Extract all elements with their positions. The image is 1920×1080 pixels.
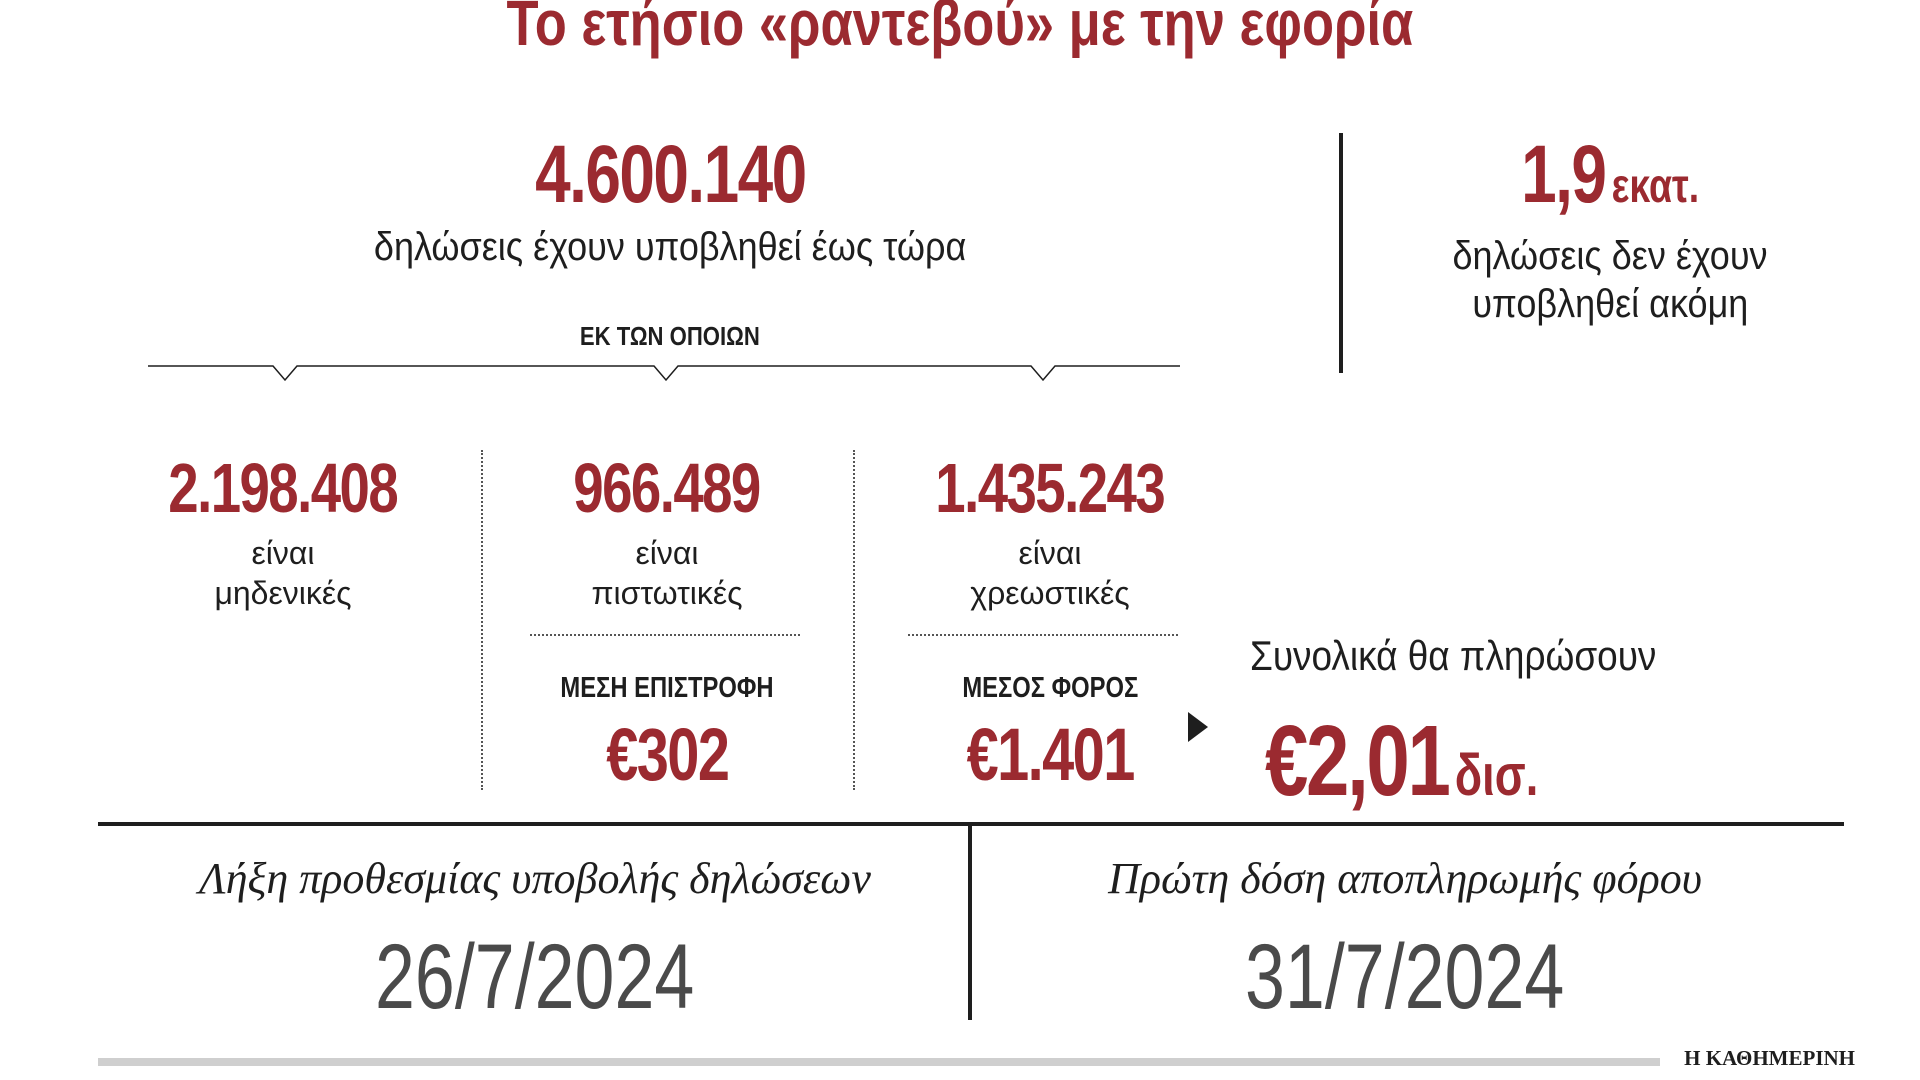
debit-returns-label: είναι χρεωστικές — [970, 535, 1130, 611]
credit-returns-value: 966.489 — [573, 449, 762, 527]
total-pay-value: €2,01 δισ. — [1265, 704, 1615, 819]
credit-returns-label: είναι πιστωτικές — [591, 535, 743, 611]
deadline-date: 26/7/2024 — [375, 926, 695, 1028]
total-pay-label: Συνολικά θα πληρώσουν — [1250, 632, 1657, 679]
publisher-name: Η ΚΑΘΗΜΕΡΙΝΗ — [1684, 1046, 1855, 1070]
column-divider — [481, 450, 483, 790]
column-divider — [853, 450, 855, 790]
deadline-label: Λήξη προθεσμίας υποβολής δηλώσεων — [199, 854, 871, 903]
pending-caption-line1: δηλώσεις δεν έχουν — [1452, 234, 1768, 278]
arrow-right-icon — [1188, 712, 1208, 742]
refund-separator — [530, 634, 800, 636]
tax-separator — [908, 634, 1178, 636]
footer-bar — [98, 1058, 1660, 1066]
total-pay-number: €2,01 — [1265, 705, 1451, 817]
pending-value: 1,9 εκατ. — [1370, 128, 1850, 222]
pending-number: 1,9 — [1520, 129, 1607, 220]
top-divider — [1339, 133, 1343, 373]
average-refund-label: ΜΕΣΗ ΕΠΙΣΤΡΟΦΗ — [560, 672, 774, 704]
total-filed-caption: δηλώσεις έχουν υποβληθεί έως τώρα — [373, 225, 967, 269]
total-filed-value: 4.600.140 — [534, 129, 807, 220]
zero-returns-value: 2.198.408 — [168, 449, 399, 527]
average-tax-label: ΜΕΣΟΣ ΦΟΡΟΣ — [962, 672, 1138, 704]
average-refund-value: €302 — [605, 713, 730, 796]
total-pay-unit: δισ. — [1454, 743, 1539, 808]
first-installment-date: 31/7/2024 — [1245, 926, 1565, 1028]
average-tax-value: €1.401 — [966, 713, 1135, 796]
breakdown-bracket — [148, 365, 1180, 382]
debit-returns-value: 1.435.243 — [935, 449, 1166, 527]
first-installment-label: Πρώτη δόση αποπληρωμής φόρου — [1108, 854, 1702, 903]
pending-caption-line2: υποβληθεί ακόμη — [1471, 282, 1748, 326]
pending-caption: δηλώσεις δεν έχουν υποβληθεί ακόμη — [1370, 232, 1850, 328]
zero-returns-label: είναι μηδενικές — [214, 535, 352, 611]
of-which-label: ΕΚ ΤΩΝ ΟΠΟΙΩΝ — [580, 321, 760, 351]
bottom-divider — [968, 822, 972, 1020]
page-title: Το ετήσιο «ραντεβού» με την εφορία — [506, 0, 1414, 59]
pending-unit: εκατ. — [1611, 160, 1700, 213]
